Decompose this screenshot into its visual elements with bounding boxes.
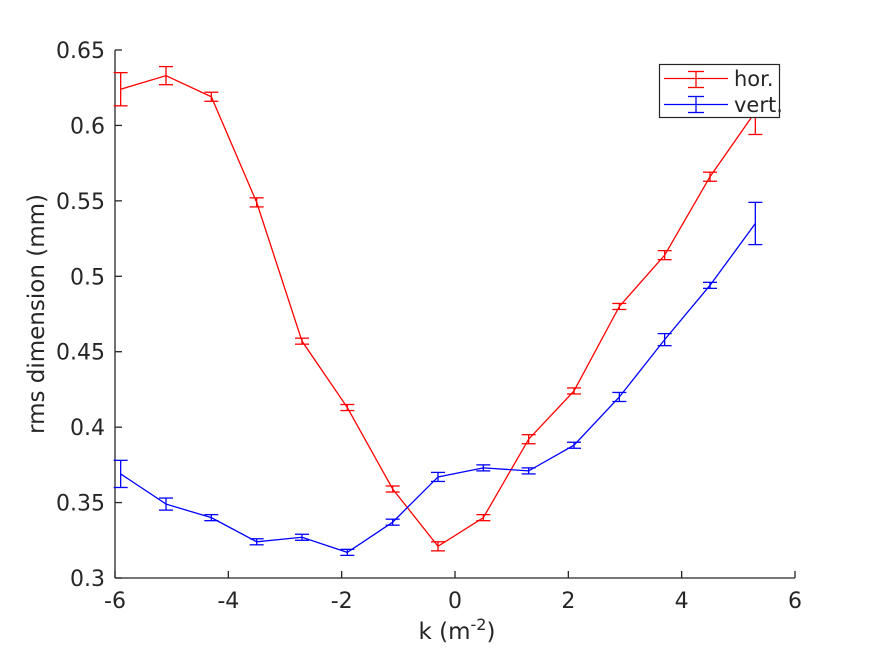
y-tick-label: 0.3 (70, 567, 105, 592)
legend-entry-vert: vert. (664, 93, 783, 117)
x-axis-label-superscript: -2 (471, 615, 487, 634)
legend-vert-label: vert. (734, 93, 783, 117)
y-tick-label: 0.45 (56, 341, 105, 366)
x-axis-label: k (m-2) (419, 615, 496, 645)
x-tick-label: -4 (217, 589, 239, 614)
y-tick-label: 0.4 (70, 416, 105, 441)
x-axis-label-prefix: k (m (419, 619, 471, 645)
legend-hor-label: hor. (734, 67, 774, 91)
series-hor (113, 65, 763, 552)
x-tick-label: 6 (788, 589, 802, 614)
axes-layer: -6 -4 -2 0 2 4 6 0.3 0.35 0.4 0.45 0.5 0.55 0.6 0.65 (56, 39, 802, 614)
legend: hor. vert. (658, 63, 783, 119)
x-tick-label: -6 (104, 589, 126, 614)
y-tick-label: 0.65 (56, 39, 105, 64)
x-tick-label: 4 (675, 589, 689, 614)
x-tick-label: 2 (561, 589, 575, 614)
legend-entry-hor: hor. (664, 67, 774, 91)
x-tick-label: 0 (448, 589, 462, 614)
series-layer (113, 65, 763, 557)
y-tick-label: 0.35 (56, 492, 105, 517)
y-axis-label: rms dimension (mm) (24, 194, 50, 434)
series-hor-error-bars (113, 65, 763, 552)
series-vert-error-bars (113, 201, 763, 557)
legend-box (658, 63, 781, 119)
series-vert (113, 201, 763, 557)
y-tick-label: 0.5 (70, 265, 105, 290)
y-tick-label: 0.55 (56, 190, 105, 215)
x-axis-label-suffix: ) (486, 619, 495, 645)
x-tick-label: -2 (331, 589, 353, 614)
series-vert-line (120, 223, 756, 554)
y-tick-label: 0.6 (70, 114, 105, 139)
